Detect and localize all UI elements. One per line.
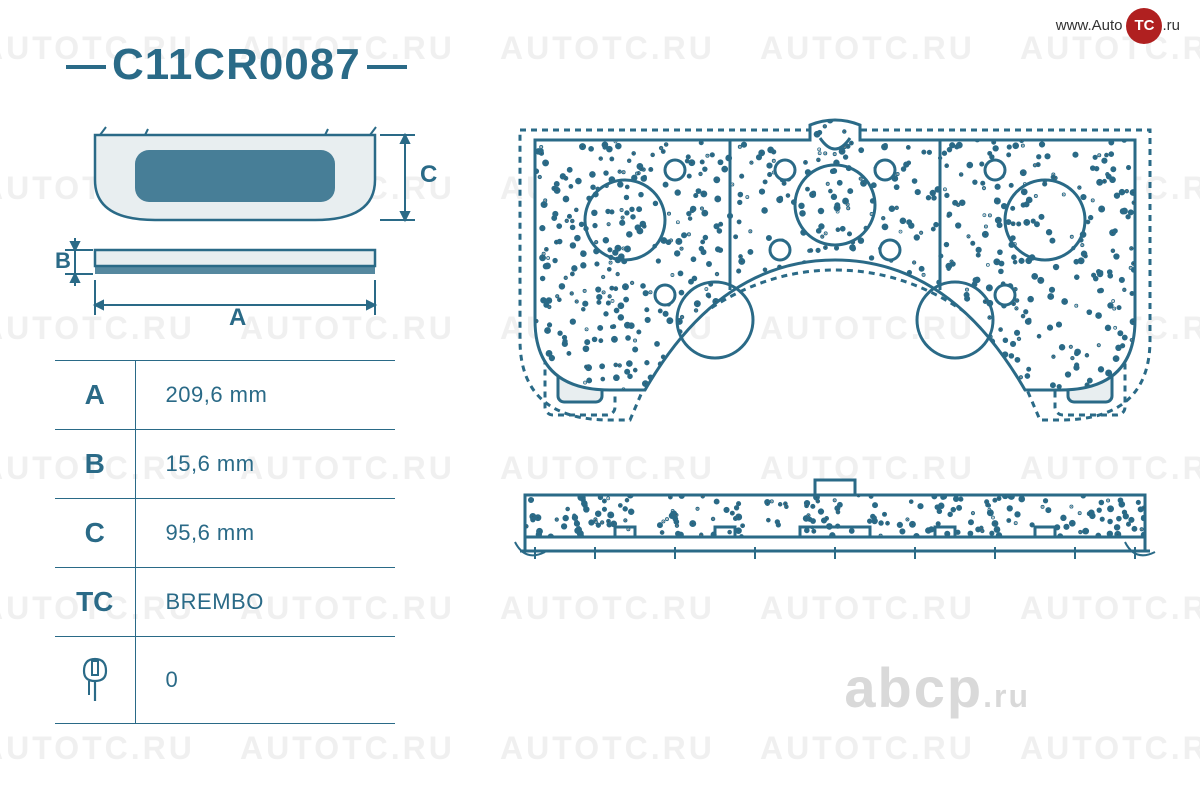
technical-drawing (500, 90, 1170, 650)
spec-value: 209,6 mm (135, 361, 395, 430)
spec-table: A209,6 mmB15,6 mmC95,6 mmTCBREMBO0 (55, 360, 395, 724)
dim-label-b: B (55, 248, 71, 273)
spec-key: C (55, 499, 135, 568)
dim-label-c: C (420, 161, 437, 188)
abcp-text: abcp (844, 656, 983, 719)
spec-row: B15,6 mm (55, 430, 395, 499)
dim-label-a: A (229, 304, 246, 330)
abcp-suffix: .ru (983, 678, 1030, 714)
logo-prefix: www.Auto (1056, 17, 1123, 34)
spec-value: 15,6 mm (135, 430, 395, 499)
spec-key: B (55, 430, 135, 499)
product-code-title: C11CR0087 (60, 40, 413, 90)
spec-value: 95,6 mm (135, 499, 395, 568)
spec-row: 0 (55, 637, 395, 724)
schematic-dimensions: C B A (55, 120, 445, 330)
spec-key: TC (55, 568, 135, 637)
spec-row: A209,6 mm (55, 361, 395, 430)
spec-row: TCBREMBO (55, 568, 395, 637)
spec-value: 0 (135, 637, 395, 724)
spec-key: A (55, 361, 135, 430)
spec-row: C95,6 mm (55, 499, 395, 568)
product-code: C11CR0087 (112, 40, 361, 89)
logo-suffix: .ru (1162, 17, 1180, 34)
abcp-watermark: abcp.ru (844, 655, 1030, 720)
sensor-icon (78, 655, 112, 705)
spec-key (55, 637, 135, 724)
spec-value: BREMBO (135, 568, 395, 637)
site-logo: www.AutoTC.ru (1056, 8, 1180, 44)
logo-badge: TC (1126, 8, 1162, 44)
